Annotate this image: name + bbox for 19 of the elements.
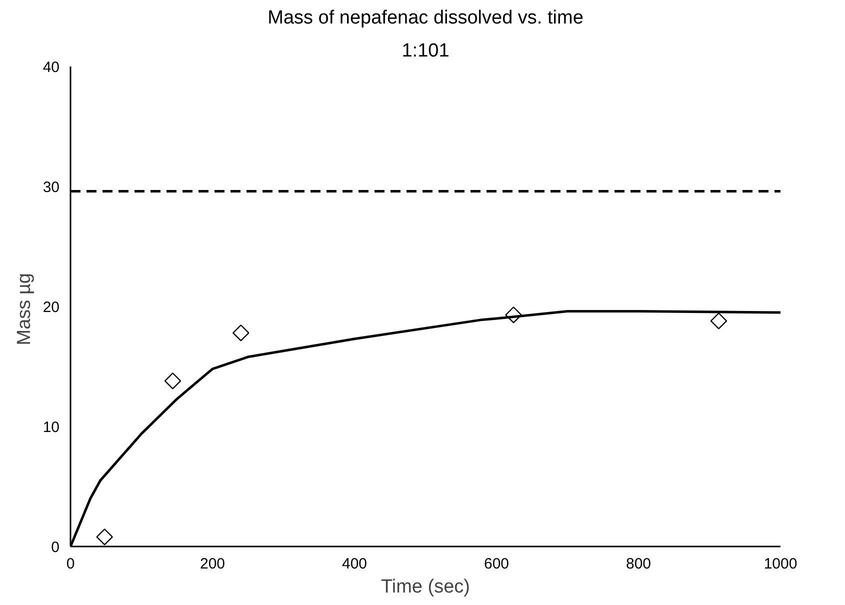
point: [232, 324, 250, 342]
x-tick-label: 1000: [764, 556, 798, 572]
x-axis-title: Time (sec): [380, 576, 470, 598]
x-tick-label: 400: [342, 556, 368, 572]
chart-subtitle: 1:101: [402, 40, 450, 62]
point: [710, 312, 728, 330]
y-tick-label: 20: [42, 299, 60, 316]
x-tick-label: 200: [200, 556, 226, 572]
x-tick-label: 800: [626, 556, 652, 572]
y-tick-label: 0: [51, 539, 60, 556]
x-tick-label: 0: [66, 556, 75, 572]
x-tick-label: 600: [484, 556, 510, 572]
y-tick-label: 40: [42, 59, 60, 76]
chart-title: Mass of nepafenac dissolved vs. time: [268, 8, 584, 28]
y-tick-label: 10: [42, 419, 60, 436]
y-axis-title: Mass µg: [14, 273, 35, 346]
point: [96, 528, 113, 546]
point: [164, 372, 182, 390]
y-tick-label: 30: [42, 179, 60, 196]
